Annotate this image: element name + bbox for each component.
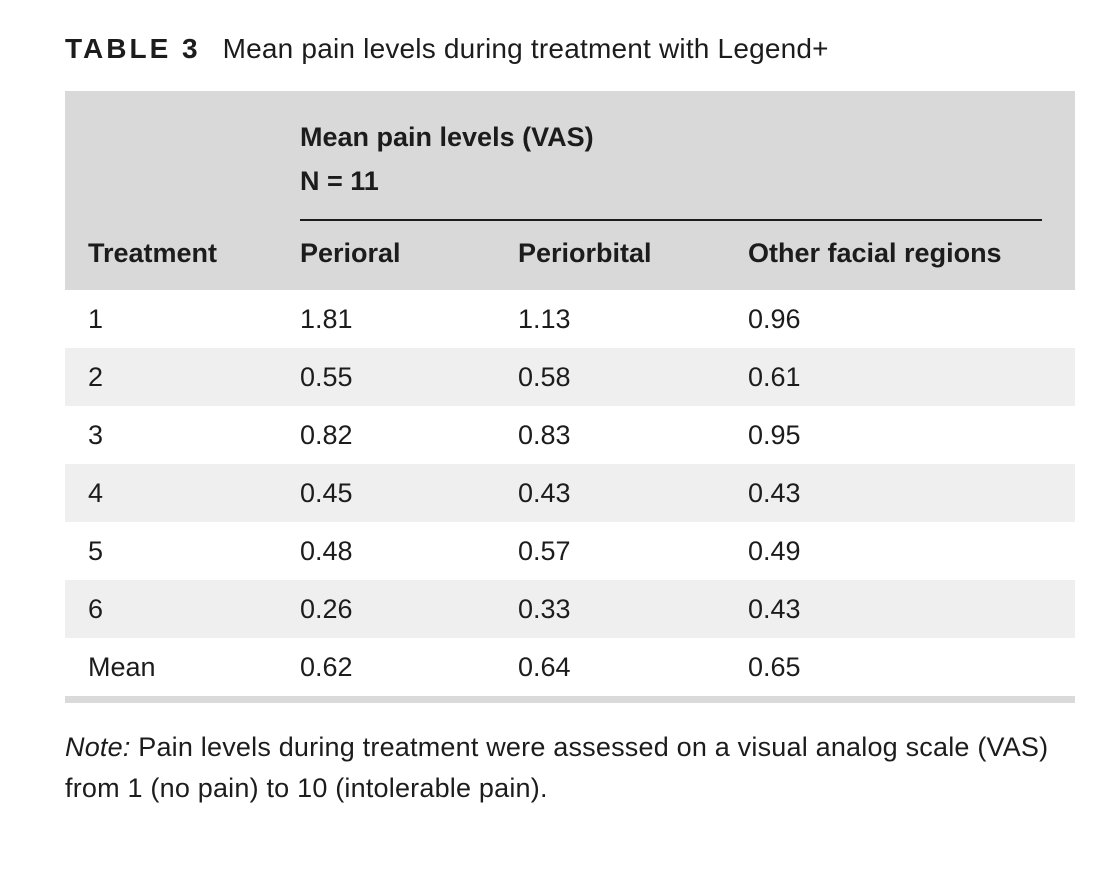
row-label-cell: 6: [88, 593, 104, 624]
page: TABLE 3 Mean pain levels during treatmen…: [65, 33, 1075, 809]
table-number-label: TABLE 3: [65, 33, 201, 64]
table-header: Mean pain levels (VAS) N = 11 Treatment …: [65, 91, 1075, 290]
table-row: 2 0.55 0.58 0.61: [65, 348, 1075, 406]
table-caption: TABLE 3 Mean pain levels during treatmen…: [65, 33, 1075, 65]
value-cell: 1.13: [518, 303, 571, 334]
value-cell: 0.58: [518, 361, 571, 392]
note-label: Note:: [65, 732, 131, 762]
table-row: 4 0.45 0.43 0.43: [65, 464, 1075, 522]
value-cell: 1.81: [300, 303, 353, 334]
row-label-cell: Mean: [88, 651, 156, 682]
table-row: Mean 0.62 0.64 0.65: [65, 638, 1075, 696]
row-label-cell: 2: [88, 361, 104, 392]
value-cell: 0.33: [518, 593, 571, 624]
value-cell: 0.83: [518, 419, 571, 450]
group-header-row: Mean pain levels (VAS) N = 11: [65, 91, 1075, 221]
group-header-spacer: [65, 115, 300, 221]
value-cell: 0.43: [518, 477, 571, 508]
value-cell: 0.96: [748, 303, 801, 334]
value-cell: 0.45: [300, 477, 353, 508]
value-cell: 0.57: [518, 535, 571, 566]
value-cell: 0.26: [300, 593, 353, 624]
table-note: Note: Pain levels during treatment were …: [65, 727, 1055, 809]
table-body: 1 1.81 1.13 0.96 2 0.55 0.58 0.61 3 0.82 0.83 0.95 4…: [65, 290, 1075, 696]
column-header-periorbital: Periorbital: [518, 238, 652, 268]
table-row: 5 0.48 0.57 0.49: [65, 522, 1075, 580]
value-cell: 0.95: [748, 419, 801, 450]
group-header-sample-size: N = 11: [300, 166, 379, 196]
column-header-treatment: Treatment: [88, 238, 218, 268]
group-header-title: Mean pain levels (VAS): [300, 122, 594, 152]
value-cell: 0.55: [300, 361, 353, 392]
table-row: 3 0.82 0.83 0.95: [65, 406, 1075, 464]
value-cell: 0.49: [748, 535, 801, 566]
column-header-other-facial-regions: Other facial regions: [748, 238, 1002, 268]
row-label-cell: 4: [88, 477, 104, 508]
group-header: Mean pain levels (VAS) N = 11: [300, 115, 1042, 221]
value-cell: 0.43: [748, 593, 801, 624]
value-cell: 0.61: [748, 361, 801, 392]
column-header-row: Treatment Perioral Periorbital Other fac…: [65, 221, 1075, 290]
table-title: Mean pain levels during treatment with L…: [222, 33, 829, 64]
value-cell: 0.62: [300, 651, 353, 682]
value-cell: 0.82: [300, 419, 353, 450]
value-cell: 0.48: [300, 535, 353, 566]
table-row: 1 1.81 1.13 0.96: [65, 290, 1075, 348]
table-row: 6 0.26 0.33 0.43: [65, 580, 1075, 638]
value-cell: 0.64: [518, 651, 571, 682]
row-label-cell: 1: [88, 303, 104, 334]
value-cell: 0.43: [748, 477, 801, 508]
value-cell: 0.65: [748, 651, 801, 682]
row-label-cell: 5: [88, 535, 104, 566]
row-label-cell: 3: [88, 419, 104, 450]
note-text: Pain levels during treatment were assess…: [65, 732, 1049, 803]
column-header-perioral: Perioral: [300, 238, 401, 268]
data-table: Mean pain levels (VAS) N = 11 Treatment …: [65, 91, 1075, 703]
